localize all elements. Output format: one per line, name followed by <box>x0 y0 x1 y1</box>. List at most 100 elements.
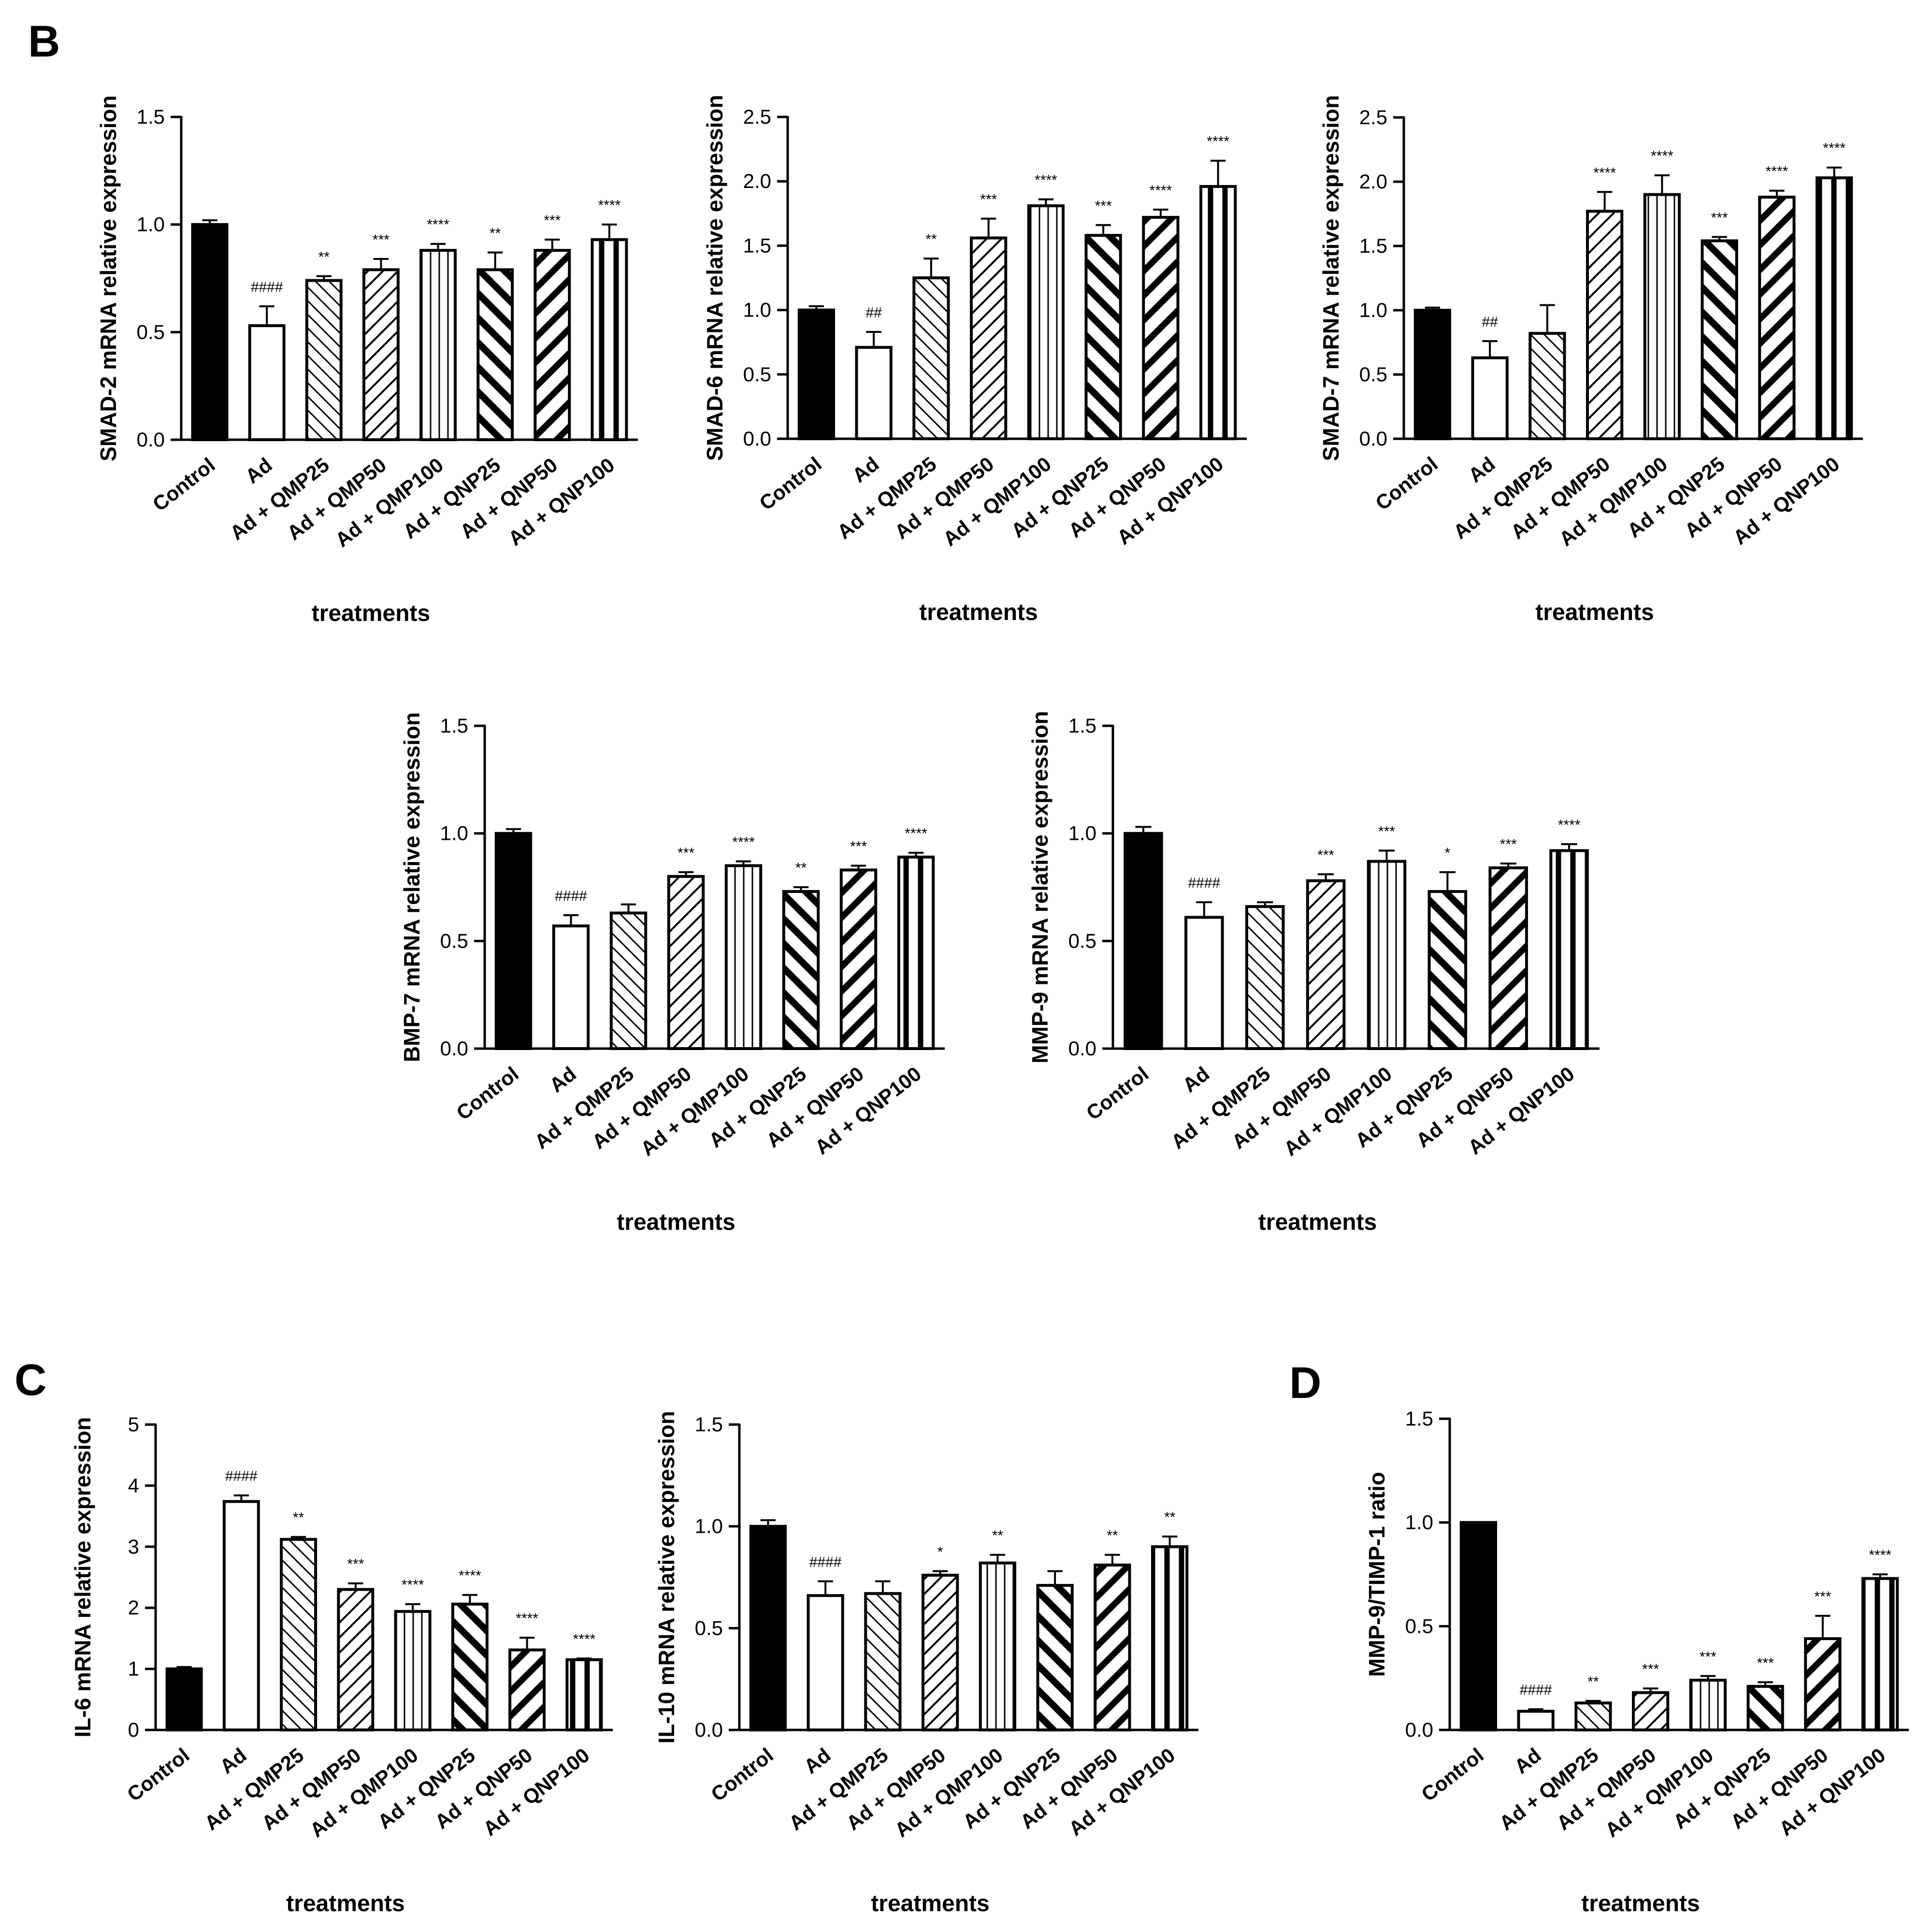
bar <box>451 1602 489 1731</box>
significance-label: **** <box>427 217 449 233</box>
x-category-label: Ad + QNP25 <box>958 1743 1064 1833</box>
bar <box>864 1592 902 1732</box>
y-tick-label: 0.5 <box>1405 1614 1433 1637</box>
y-tick-label: 0 <box>128 1718 139 1741</box>
y-tick-label: 2.0 <box>743 170 771 192</box>
significance-label: #### <box>809 1554 842 1570</box>
y-tick-label: 1.5 <box>1359 234 1387 257</box>
y-axis-title: MMP-9 mRNA relative expression <box>1027 711 1053 1063</box>
significance-label: **** <box>905 826 927 842</box>
significance-label: ## <box>865 305 882 321</box>
chart-il6: 0 1 2 3 4 5 IL-6 mRNA relative expression Contr… <box>70 1413 613 1916</box>
y-axis-title: IL-10 mRNA relative expression <box>654 1411 679 1744</box>
bar <box>979 1561 1016 1731</box>
bar <box>1459 1521 1497 1732</box>
significance-label: ** <box>1107 1528 1118 1544</box>
significance-label: **** <box>1593 165 1616 181</box>
significance-label: *** <box>373 232 389 248</box>
significance-label: **** <box>1766 164 1788 180</box>
bar <box>807 1594 844 1731</box>
bar <box>897 855 935 1050</box>
chart-mmp9: 0.0 0.5 1.0 1.5 MMP-9 mRNA relative expressi… <box>1027 711 1600 1235</box>
bar <box>1758 195 1796 440</box>
significance-label: **** <box>459 1568 481 1584</box>
significance-label: *** <box>980 191 997 207</box>
y-tick-label: 1.5 <box>137 105 165 128</box>
bar <box>565 1658 603 1731</box>
bar <box>1427 890 1468 1050</box>
significance-label: **** <box>573 1631 596 1647</box>
bar <box>1701 239 1738 440</box>
y-tick-label: 0.5 <box>440 929 468 952</box>
bar <box>1574 1701 1612 1732</box>
x-category-label: Ad + QNP25 <box>1623 452 1729 542</box>
significance-label: *** <box>347 1556 364 1572</box>
significance-label: *** <box>1500 836 1517 852</box>
bar <box>1816 176 1853 440</box>
bar <box>1632 1691 1670 1731</box>
bar <box>855 346 893 441</box>
x-category-label: Ad + QNP25 <box>705 1062 810 1152</box>
significance-label: #### <box>555 888 587 904</box>
x-category-label: Ad <box>848 452 883 487</box>
x-category-label: Control <box>1371 452 1442 515</box>
significance-label: **** <box>402 1577 424 1593</box>
significance-label: *** <box>1757 1655 1774 1671</box>
bar <box>922 1573 959 1731</box>
y-axis-title: IL-6 mRNA relative expression <box>70 1417 95 1738</box>
y-tick-label: 1.5 <box>1405 1407 1433 1430</box>
bar <box>476 268 514 441</box>
x-category-label: Ad <box>241 453 276 488</box>
chart-smad6: 0.0 0.5 1.0 1.5 2.0 2.5 SMAD-6 mRNA relative e… <box>702 95 1247 625</box>
significance-label: * <box>1444 845 1450 861</box>
significance-label: **** <box>1207 134 1229 150</box>
panel-label-c: C <box>14 1355 47 1405</box>
significance-label: *** <box>544 213 561 229</box>
panel-label-b: B <box>28 17 60 66</box>
y-tick-label: 4 <box>128 1474 139 1497</box>
x-category-label: Ad <box>545 1062 580 1097</box>
bar <box>1517 1710 1555 1732</box>
y-tick-label: 1.0 <box>1068 822 1096 845</box>
bar <box>508 1648 546 1732</box>
significance-label: *** <box>678 845 694 861</box>
x-category-label: Ad + QMP25 <box>833 452 940 544</box>
y-axis-title: BMP-7 mRNA relative expression <box>399 712 424 1062</box>
y-tick-label: 3 <box>128 1535 139 1558</box>
y-tick-label: 0.0 <box>1068 1037 1096 1060</box>
bar <box>1027 204 1065 440</box>
bar <box>337 1588 375 1732</box>
x-category-label: Ad + QMP25 <box>226 453 333 545</box>
bar <box>305 279 343 441</box>
bar <box>248 324 286 441</box>
significance-label: ** <box>490 226 501 242</box>
bar <box>1151 1545 1189 1732</box>
x-category-label: Ad <box>1510 1743 1545 1778</box>
x-axis-title: treatments <box>312 601 430 626</box>
x-category-label: Ad + QMP25 <box>1495 1743 1602 1835</box>
bar <box>912 276 950 440</box>
bar <box>494 832 533 1050</box>
chart-mmp9timp1: 0.0 0.5 1.0 1.5 MMP-9/TIMP-1 ratio Control ###… <box>1364 1407 1909 1916</box>
y-tick-label: 1.0 <box>440 822 468 845</box>
bar <box>1746 1685 1784 1732</box>
significance-label: **** <box>1651 148 1673 164</box>
x-axis-title: treatments <box>1535 600 1654 625</box>
x-category-label: Ad + QMP25 <box>200 1743 308 1835</box>
chart-smad7: 0.0 0.5 1.0 1.5 2.0 2.5 SMAD-7 mRNA relative e… <box>1318 95 1863 625</box>
x-category-label: Ad + QMP100 <box>1280 1062 1396 1160</box>
significance-label: **** <box>1869 1547 1891 1563</box>
x-category-label: Ad + QNP25 <box>374 1743 479 1833</box>
bar <box>724 864 763 1050</box>
x-category-label: Ad + QMP25 <box>530 1062 638 1153</box>
y-tick-label: 0.0 <box>743 427 771 450</box>
y-tick-label: 2 <box>128 1596 139 1619</box>
bar <box>419 249 457 442</box>
bar <box>1413 309 1451 440</box>
significance-label: **** <box>1558 817 1581 833</box>
significance-label: ## <box>1482 314 1498 330</box>
significance-label: *** <box>850 838 867 854</box>
bar <box>1528 331 1566 440</box>
bar <box>797 308 835 440</box>
bar <box>552 924 590 1051</box>
